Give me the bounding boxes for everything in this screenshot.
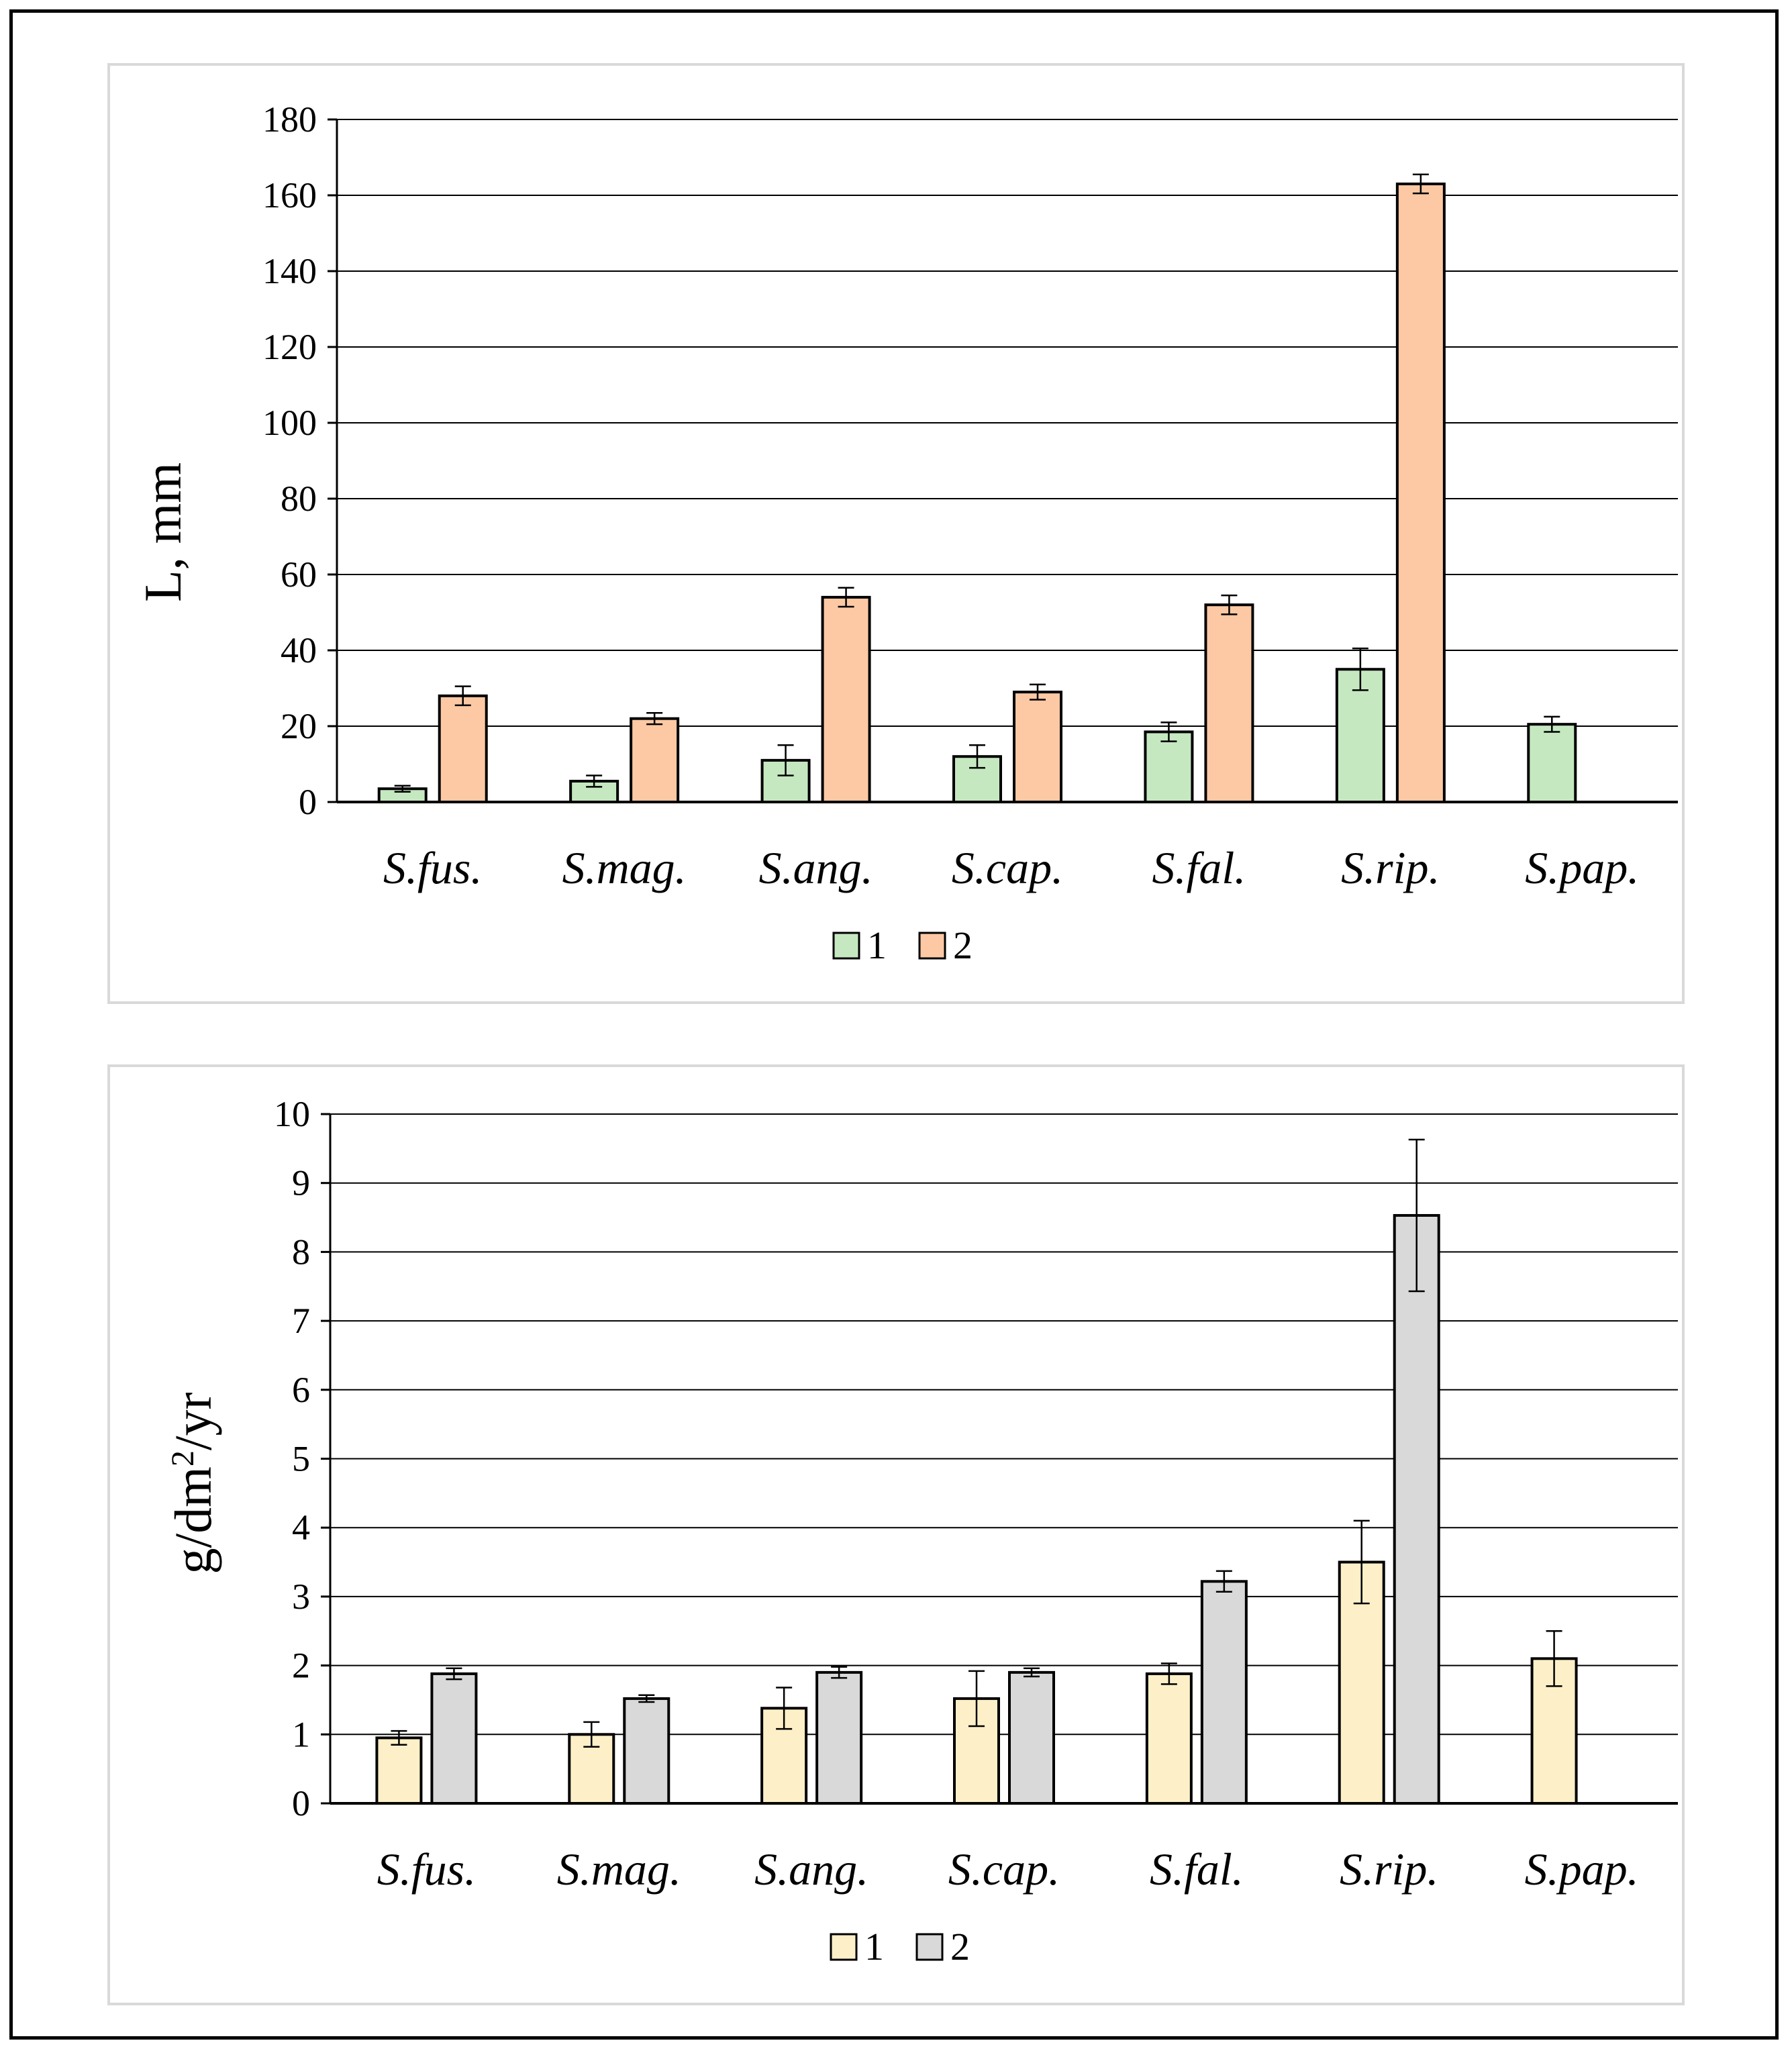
x-tick-label: S.rip. [1340,1844,1438,1895]
bar-series-2 [815,1670,863,1805]
y-tick-label: 60 [281,554,317,595]
bar-series-1 [1144,730,1194,803]
legend-label-1: 1 [864,1925,884,1968]
y-tick-label: 100 [262,403,317,443]
y-axis-label: L, mm [134,462,192,602]
grid-lines [337,119,1678,727]
bar-series-2 [1204,603,1254,803]
chart-panel-length: 0 20 40 60 80 100 120 140 160 180 S.fus. S.mag. S.a… [107,63,1685,1004]
y-tick-label: 10 [274,1094,310,1134]
y-tick-label: 1 [292,1714,310,1754]
bar-series-2 [430,1672,478,1805]
y-tick-label: 5 [292,1439,310,1479]
x-tick-label: S.ang. [754,1844,868,1895]
x-tick-labels: S.fus. S.mag. S.ang. S.cap. S.fal. S.rip. S.pa… [383,842,1639,893]
x-tick-labels: S.fus. S.mag. S.ang. S.cap. S.fal. S.rip. S.pa… [377,1844,1639,1895]
bar-series-2 [1200,1580,1248,1805]
y-tick-label: 0 [292,1783,310,1823]
y-tick-label: 0 [299,782,317,822]
x-tick-label: S.fus. [383,842,482,893]
legend-label-2: 2 [953,923,973,967]
x-tick-label: S.pap. [1525,1844,1639,1895]
axes [321,1113,1678,1805]
bar-series-2 [623,1697,670,1805]
bar-group [375,1138,1578,1805]
x-tick-label: S.rip. [1341,842,1440,893]
y-tick-label: 80 [281,479,317,519]
bar-series-2 [1008,1670,1055,1805]
bar-series-2 [1395,183,1446,804]
x-tick-label: S.pap. [1525,842,1639,893]
y-tick-label: 4 [292,1507,310,1548]
legend-swatch-2 [915,1933,944,1961]
bar-series-1 [375,1736,423,1805]
x-tick-label: S.cap. [952,842,1063,893]
y-tick-labels: 0 20 40 60 80 100 120 140 160 180 [262,99,317,822]
bar-series-2 [821,595,871,804]
x-tick-label: S.ang. [759,842,873,893]
bar-series-1 [1527,723,1577,803]
x-tick-label: S.mag. [562,842,687,893]
x-tick-label: S.mag. [557,1844,681,1895]
y-tick-label: 40 [281,630,317,670]
length-bar-chart: 0 20 40 60 80 100 120 140 160 180 S.fus. S.mag. S.a… [134,99,1678,967]
legend-swatch-1 [832,932,860,960]
y-tick-label: 8 [292,1232,310,1272]
bar-series-1 [1145,1672,1193,1805]
y-tick-label: 140 [262,251,317,291]
y-tick-label: 180 [262,99,317,140]
y-tick-label: 20 [281,706,317,746]
y-tick-label: 2 [292,1646,310,1686]
x-tick-label: S.fal. [1152,842,1246,893]
y-tick-label: 7 [292,1301,310,1341]
y-tick-labels: 0 1 2 3 4 5 6 7 8 9 10 [274,1094,310,1823]
bar-series-2 [1013,691,1062,804]
legend-swatch-1 [830,1933,858,1961]
legend-label-2: 2 [950,1925,970,1968]
x-tick-label: S.fus. [377,1844,476,1895]
legend-label-1: 1 [867,923,887,967]
bar-series-2 [438,694,488,803]
y-tick-label: 9 [292,1163,310,1203]
legend-swatch-2 [918,932,946,960]
x-tick-label: S.cap. [948,1844,1060,1895]
chart-panel-mass: 0 1 2 3 4 5 6 7 8 9 10 S.fus. S.mag. S.ang. S.cap. S.f… [107,1064,1685,2005]
bar-series-2 [630,717,680,804]
y-tick-label: 6 [292,1370,310,1410]
y-tick-label: 160 [262,175,317,215]
x-tick-label: S.fal. [1150,1844,1244,1895]
y-axis-label: g/dm2/yr [164,1392,222,1574]
y-tick-label: 3 [292,1576,310,1617]
grid-lines [330,1113,1678,1736]
y-tick-label: 120 [262,327,317,367]
bar-series-2 [1393,1213,1440,1805]
bar-group [377,173,1577,804]
axes [328,118,1678,803]
